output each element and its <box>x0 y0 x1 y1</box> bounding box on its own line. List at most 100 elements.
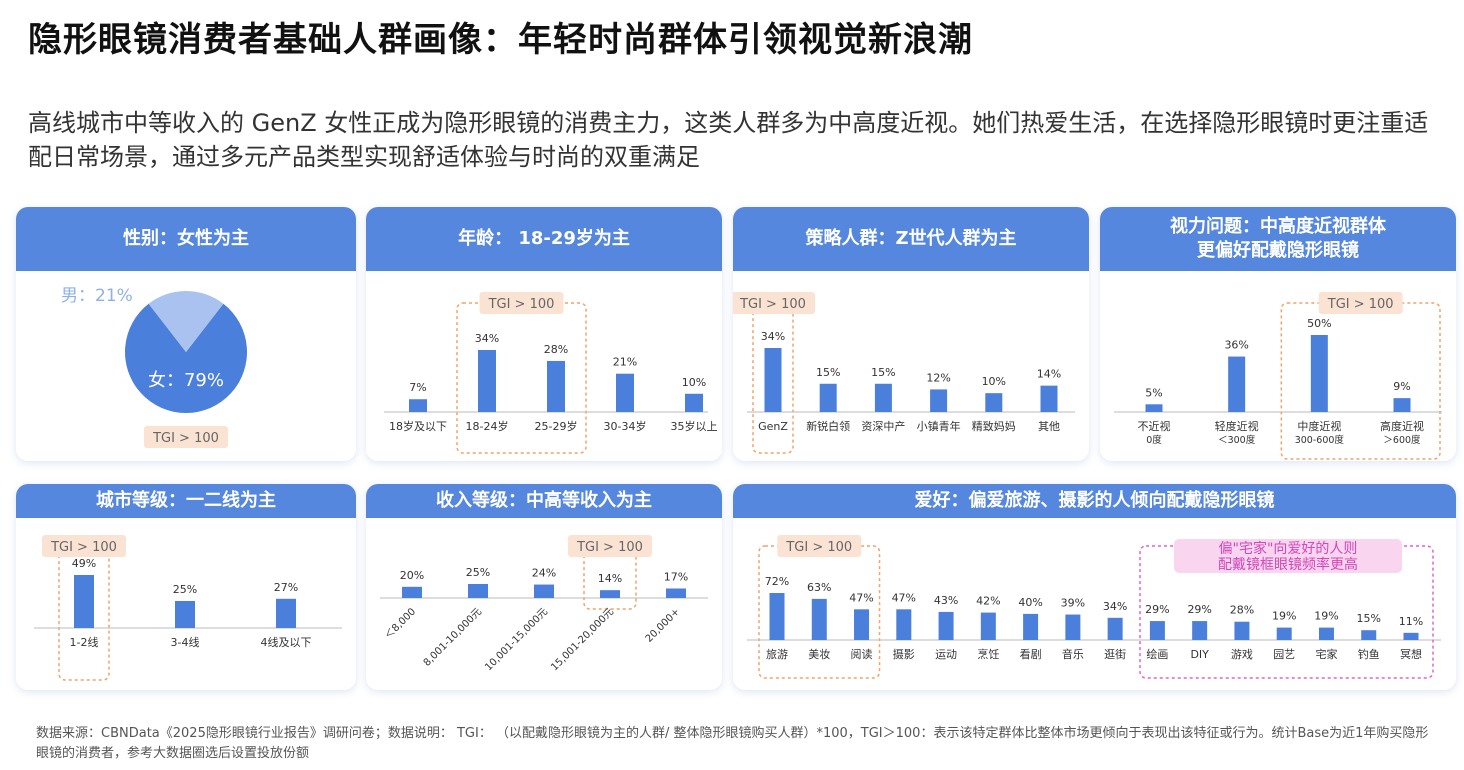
age-tgi-tag <box>479 292 564 314</box>
vision-category-label: ＞600度 <box>1383 434 1421 446</box>
city-card-title: 城市等级：一二线为主 <box>16 484 356 518</box>
vision-tgi-label: TGI > 100 <box>1327 297 1394 312</box>
hobby-value-label: 47% <box>849 591 873 604</box>
hobby-note-line2: 配戴镜框眼镜频率更高 <box>1218 556 1358 573</box>
city-tgi-label: TGI > 100 <box>50 540 117 555</box>
income-card: 收入等级：中高等收入为主 TGI > 100 20% ＜8,000 25% 8,001-… <box>366 484 722 690</box>
city-bar-chart: TGI > 100 49% 1-2线 25% 3-4线 27% 4线及以下 <box>34 535 342 681</box>
hobby-category-label: 冥想 <box>1400 647 1422 661</box>
vision-category-label: 不近视 <box>1138 419 1171 433</box>
strategy-value-label: 14% <box>1037 368 1061 381</box>
strategy-category-label: 精致妈妈 <box>972 419 1016 433</box>
hobby-value-label: 29% <box>1145 603 1169 616</box>
hobby-value-label: 15% <box>1357 612 1381 625</box>
vision-category-label: 300-600度 <box>1295 434 1345 446</box>
hobby-value-label: 42% <box>976 595 1000 608</box>
age-value-label: 7% <box>409 381 426 394</box>
hobby-bar <box>1318 627 1334 640</box>
hobby-category-label: 逛街 <box>1104 647 1126 661</box>
age-category-label: 18岁及以下 <box>389 419 447 433</box>
city-bar <box>175 600 195 628</box>
vision-category-label: 高度近视 <box>1380 419 1424 433</box>
strategy-tgi-tag <box>733 292 815 314</box>
age-category-label: 25-29岁 <box>535 419 578 433</box>
strategy-category-label: 其他 <box>1038 420 1060 433</box>
hobby-bar <box>1192 621 1208 640</box>
hobby-value-label: 29% <box>1187 603 1211 616</box>
hobby-value-label: 39% <box>1061 597 1085 610</box>
city-value-label: 25% <box>173 583 197 596</box>
gender-pie-label-women: 女：79% <box>148 370 224 391</box>
city-value-label: 49% <box>72 557 96 570</box>
age-tgi-label: TGI > 100 <box>488 297 555 312</box>
age-bar <box>547 360 565 412</box>
income-bar <box>600 590 620 598</box>
city-card: 城市等级：一二线为主 TGI > 100 49% 1-2线 25% 3-4线 27% 4线及… <box>16 484 356 690</box>
hobby-bar <box>896 609 912 640</box>
city-bar <box>276 598 296 628</box>
income-value-label: 17% <box>664 570 688 583</box>
age-category-label: 35岁以上 <box>671 419 718 433</box>
vision-value-label: 5% <box>1145 386 1162 399</box>
page-subtitle: 高线城市中等收入的 GenZ 女性正成为隐形眼镜的消费主力，这类人群多为中高度近… <box>28 109 1429 171</box>
hobby-category-label: 钓鱼 <box>1358 647 1380 661</box>
hobby-bar <box>1107 617 1123 640</box>
strategy-value-label: 34% <box>761 330 785 343</box>
hobby-card: 爱好：偏爱旅游、摄影的人倾向配戴隐形眼镜 TGI > 100 72% 旅游 63% 美妆… <box>733 484 1456 690</box>
hobby-note-bg <box>1174 539 1402 573</box>
age-category-label: 30-34岁 <box>604 419 647 433</box>
hobby-category-label: 音乐 <box>1062 647 1084 661</box>
hobby-tgi-tag <box>777 535 862 557</box>
strategy-category-label: 资深中产 <box>861 419 905 433</box>
gender-pie-chart: 女：79% 男：21% TGI > 100 <box>61 286 247 448</box>
hobby-category-label: 美妆 <box>808 648 830 661</box>
strategy-bar <box>874 383 892 412</box>
hobby-bar <box>1149 621 1165 640</box>
vision-value-label: 50% <box>1307 317 1331 330</box>
age-value-label: 28% <box>544 343 568 356</box>
hobby-value-label: 47% <box>892 591 916 604</box>
hobby-value-label: 28% <box>1230 604 1254 617</box>
income-value-label: 20% <box>400 569 424 582</box>
hobby-bar <box>1234 621 1250 640</box>
strategy-value-label: 15% <box>871 366 895 379</box>
vision-bar <box>1393 398 1411 412</box>
strategy-category-label: 小镇青年 <box>917 419 961 433</box>
gender-card-title: 性别：女性为主 <box>16 207 356 271</box>
hobby-bar-chart: TGI > 100 72% 旅游 63% 美妆 47% 阅读 47% 摄影 43% 运动 42% 烹饪 4… <box>747 535 1441 679</box>
vision-category-label: ＜300度 <box>1218 434 1256 446</box>
vision-bar <box>1228 356 1246 412</box>
hobby-bar <box>811 598 827 640</box>
strategy-bar-chart: TGI > 100 34% GenZ 15% 新锐白领 15% 资深中产 12% 小镇青年 10%… <box>733 292 1075 454</box>
hobby-value-label: 72% <box>765 575 789 588</box>
hobby-bar <box>769 593 785 640</box>
income-value-label: 24% <box>532 567 556 580</box>
income-value-label: 14% <box>598 572 622 585</box>
hobby-category-label: 宅家 <box>1315 647 1337 661</box>
strategy-bar <box>985 393 1003 412</box>
income-tgi-tag <box>568 535 652 557</box>
hobby-category-label: 绘画 <box>1146 647 1168 661</box>
city-bar <box>74 575 94 628</box>
age-highlight-box <box>456 302 587 454</box>
strategy-bar <box>930 389 948 412</box>
income-tgi-label: TGI > 100 <box>576 540 643 555</box>
footer-note: 数据来源：CBNData《2025隐形眼镜行业报告》调研问卷；数据说明： TGI… <box>36 726 1429 761</box>
vision-category-label: 0度 <box>1146 434 1162 446</box>
vision-tgi-tag <box>1318 292 1403 314</box>
age-bar-chart: TGI > 100 7% 18岁及以下 34% 18-24岁 28% 25-29岁 21% 30… <box>384 292 718 454</box>
strategy-category-label: 新锐白领 <box>806 419 850 433</box>
hobby-value-label: 34% <box>1103 600 1127 613</box>
gender-card: 性别：女性为主 女：79% 男：21% TGI > 100 <box>16 207 356 461</box>
hobby-bar <box>1403 632 1419 640</box>
strategy-bar <box>764 348 782 412</box>
city-category-label: 1-2线 <box>70 635 99 649</box>
vision-bar <box>1145 404 1163 412</box>
city-category-label: 3-4线 <box>171 635 200 649</box>
hobby-bar <box>1065 614 1081 640</box>
income-bar-chart: TGI > 100 20% ＜8,000 25% 8,001-10,000元 24% 10,… <box>380 535 708 673</box>
hobby-category-label: 看剧 <box>1020 647 1042 661</box>
income-category-label: 10,001-15,000元 <box>483 606 550 673</box>
strategy-bar <box>1040 385 1058 412</box>
strategy-tgi-label: TGI > 100 <box>739 297 806 312</box>
